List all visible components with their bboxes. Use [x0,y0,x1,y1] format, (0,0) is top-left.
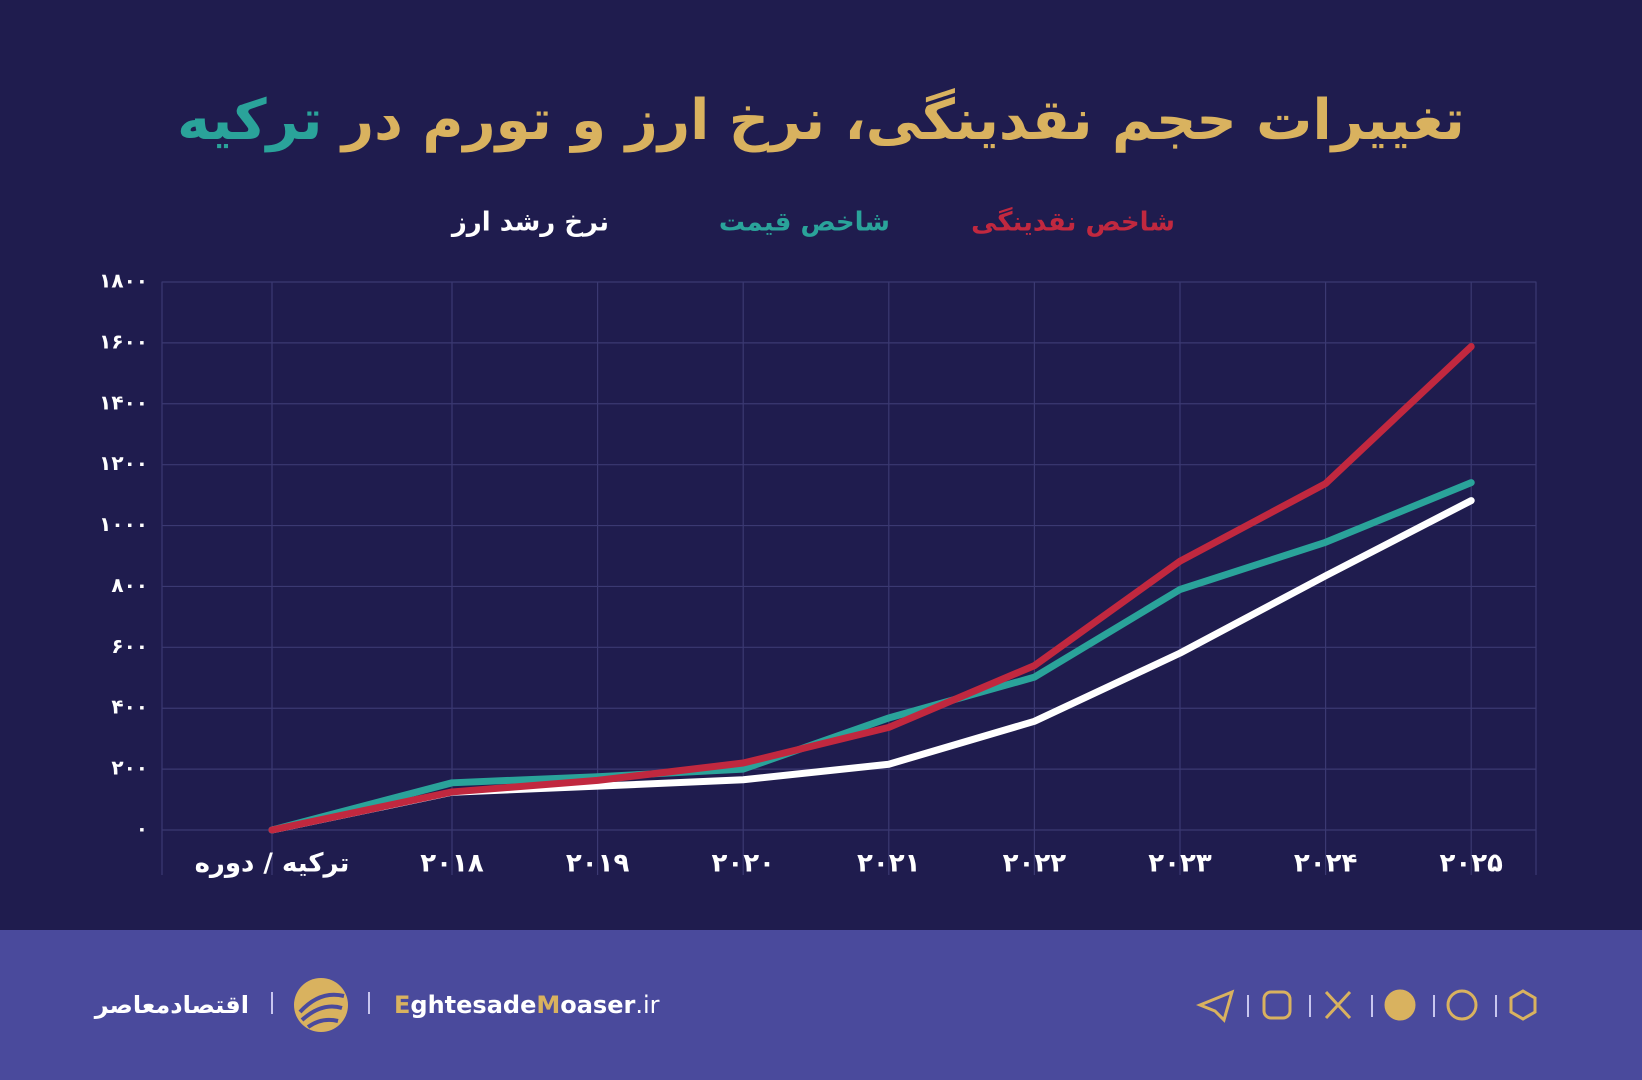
y-tick-label: ۰ [136,817,148,841]
icon[interactable] [1509,989,1537,1021]
website-part: ghtesade [410,991,536,1019]
website-part: .ir [635,991,659,1019]
y-tick-label: ۱۴۰۰ [99,390,148,414]
plot-area [161,281,1537,831]
x-tick-label: ۲۰۲۰ [711,849,774,879]
y-tick-label: ۱۲۰۰ [99,451,148,475]
series-line [268,479,1475,834]
legend-entry: شاخص نقدینگی [971,207,1175,238]
logo [294,978,348,1032]
y-tick-label: ۱۸۰۰ [99,269,148,293]
telegram-icon[interactable] [1195,989,1235,1023]
x-tick-label: ۲۰۱۹ [566,849,630,879]
website-part: E [394,991,410,1019]
title-highlight: ترکیه [177,88,323,153]
instagram-icon[interactable] [1262,990,1292,1020]
y-tick-label: ۴۰۰ [111,695,148,719]
footer-band [0,930,1642,1080]
legend-entry: شاخص قیمت [719,208,890,238]
x-icon[interactable] [1324,990,1352,1020]
y-tick-label: ۶۰۰ [111,634,148,658]
x-tick-label: ۲۰۲۱ [857,849,920,879]
series-line [268,343,1475,834]
legend-entry: نرخ رشد ارز [450,208,609,238]
title-main: تغییرات حجم نقدینگی، نرخ ارز و تورم در [341,88,1465,153]
y-tick-label: ۱۶۰۰ [99,329,148,353]
icon[interactable] [1446,989,1478,1021]
x-tick-label: ترکیه / دوره [195,849,350,879]
y-tick-label: ۸۰۰ [111,573,148,597]
x-tick-label: ۲۰۲۴ [1294,849,1357,879]
website: EghtesadeMoaser.ir [394,991,660,1019]
x-tick-label: ۲۰۱۸ [420,849,484,879]
website-part: oaser [560,991,635,1019]
icon[interactable] [1384,989,1416,1021]
website-part: M [536,991,560,1019]
social-icons[interactable] [1195,989,1537,1023]
y-tick-label: ۱۰۰۰ [99,512,148,536]
x-tick-label: ۲۰۲۵ [1439,849,1503,879]
x-tick-label: ۲۰۲۲ [1003,849,1067,879]
chart-title: تغییرات حجم نقدینگی، نرخ ارز و تورم در ت… [0,88,1642,153]
y-tick-label: ۲۰۰ [111,756,148,780]
x-tick-label: ۲۰۲۳ [1148,849,1212,879]
brand: اقتصادمعاصر [94,991,249,1019]
